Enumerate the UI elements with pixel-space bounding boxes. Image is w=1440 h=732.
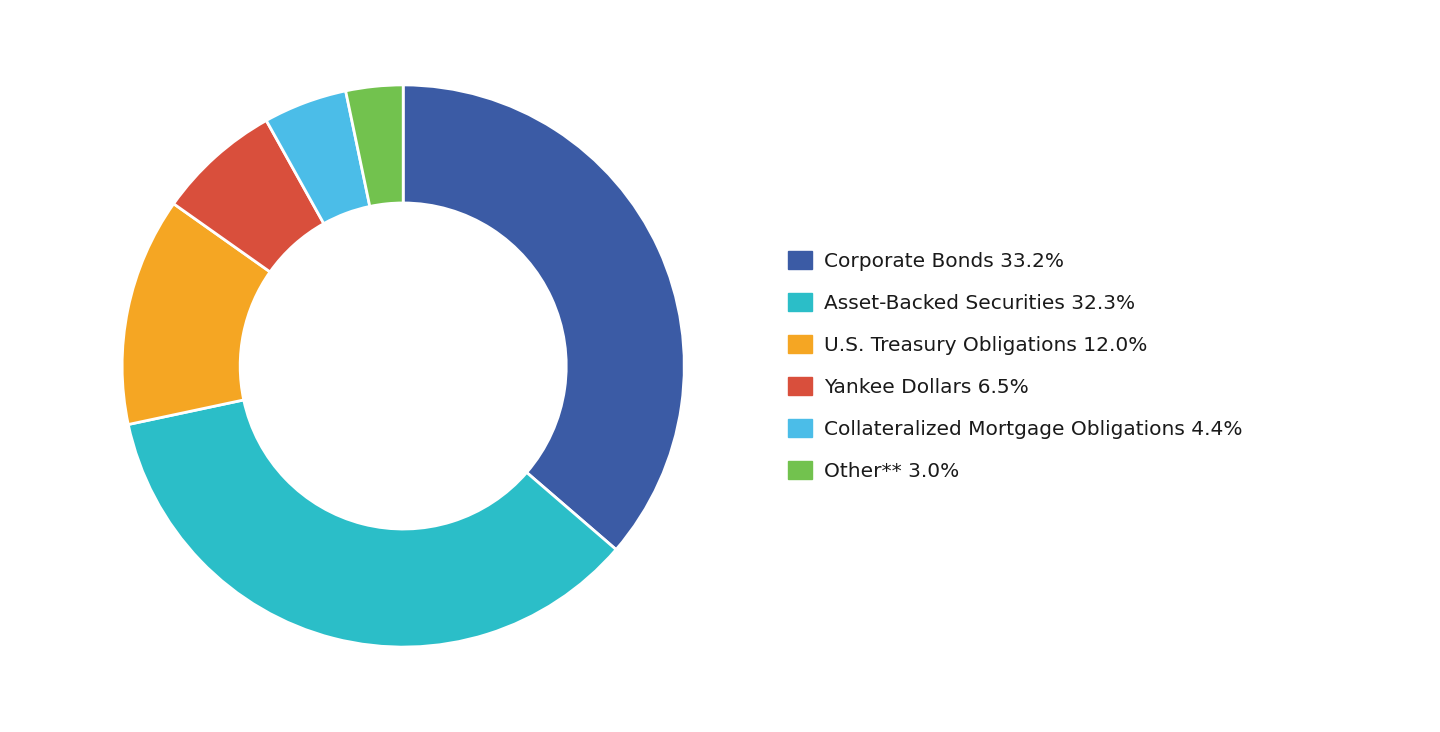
Wedge shape [266, 91, 370, 223]
Wedge shape [174, 121, 324, 272]
Wedge shape [122, 203, 271, 425]
Wedge shape [346, 85, 403, 206]
Legend: Corporate Bonds 33.2%, Asset-Backed Securities 32.3%, U.S. Treasury Obligations : Corporate Bonds 33.2%, Asset-Backed Secu… [788, 251, 1243, 481]
Wedge shape [128, 400, 616, 647]
Wedge shape [403, 85, 684, 550]
